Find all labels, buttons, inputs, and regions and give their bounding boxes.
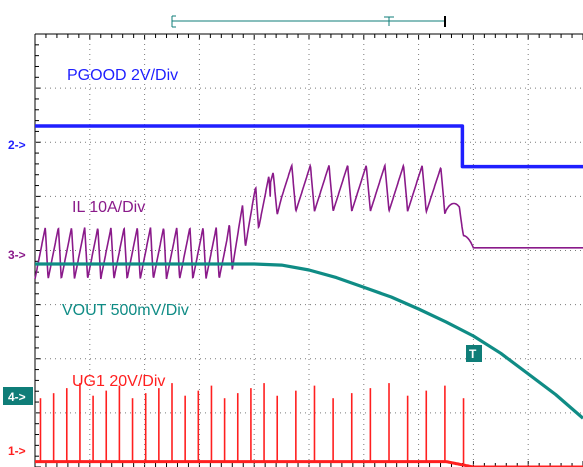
series-label-il: IL 10A/Div (72, 199, 145, 216)
series-label-ug1: UG1 20V/Div (72, 373, 165, 390)
series-line-pgood (35, 124, 583, 169)
series-label-vout: VOUT 500mV/Div (62, 302, 189, 319)
scope-traces (34, 124, 583, 467)
channel-markers: 2-> 3-> 4-> 1-> T (3, 138, 482, 458)
vout-trigger-marker-box (466, 345, 482, 362)
vout-trigger-marker: T (469, 347, 477, 361)
series-label-pgood: PGOOD 2V/Div (67, 67, 178, 84)
channel-marker-2: 2-> (8, 138, 26, 152)
channel-marker-1: 1-> (8, 444, 26, 458)
trigger-position-bar (171, 15, 446, 28)
channel-marker-4-box (3, 387, 33, 405)
series-line-vout (35, 262, 583, 420)
trace-labels: PGOOD 2V/Div IL 10A/Div VOUT 500mV/Div U… (62, 67, 189, 390)
scope-grid (35, 34, 583, 467)
series-line-ug1 (35, 460, 583, 467)
series-line-il (34, 162, 583, 280)
channel-marker-3: 3-> (8, 248, 26, 262)
channel-marker-4: 4-> (8, 390, 26, 404)
